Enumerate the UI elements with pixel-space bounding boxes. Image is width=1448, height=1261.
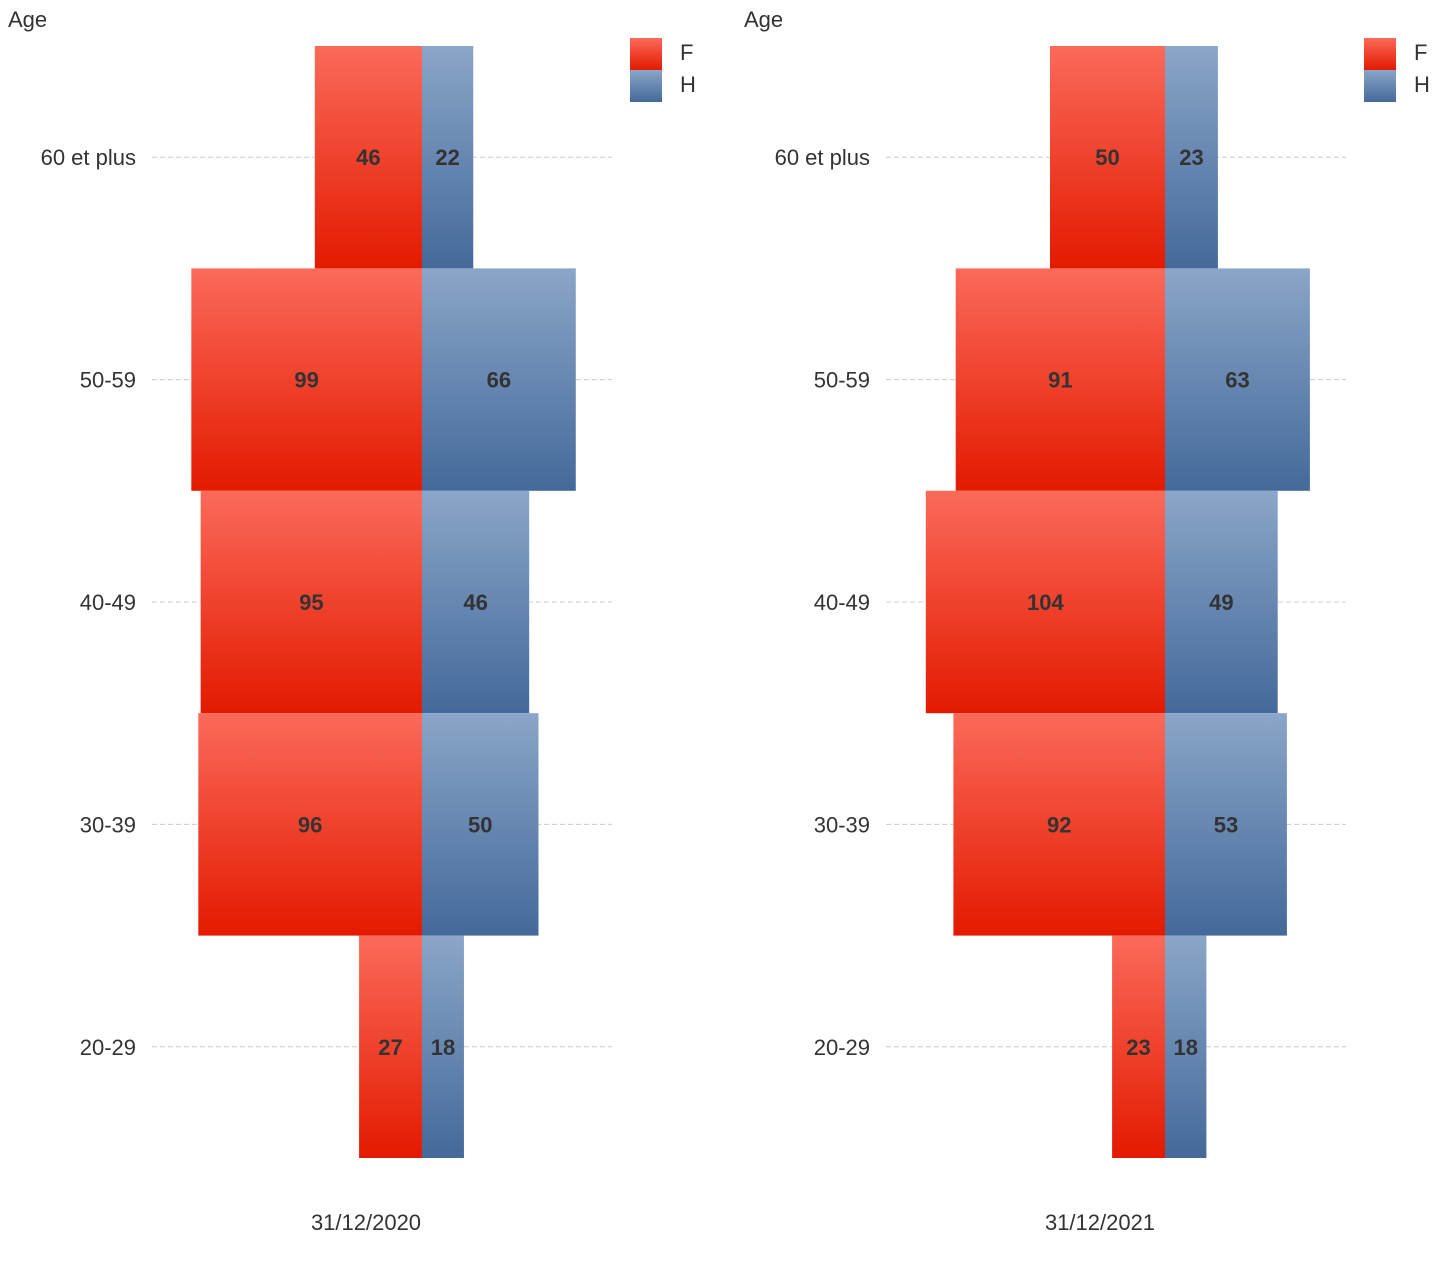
bar-label-f: 91 xyxy=(1048,368,1072,393)
bar-label-f: 50 xyxy=(1095,145,1119,170)
legend-label-h: H xyxy=(1414,72,1430,97)
tick-label: 30-39 xyxy=(814,812,870,837)
tick-label: 40-49 xyxy=(814,590,870,615)
legend-swatch-h xyxy=(1364,70,1396,102)
tick-label: 60 et plus xyxy=(775,145,870,170)
bar-label-f: 104 xyxy=(1027,590,1064,615)
bar-f xyxy=(359,935,422,1158)
pyramid-panel-1: Age 60 et plus 50-59 40-49 30-39 20-29 46 22 99 6… xyxy=(8,7,696,1235)
bar-label-h: 53 xyxy=(1214,812,1238,837)
bar-h xyxy=(1165,46,1218,269)
legend-label-h: H xyxy=(680,72,696,97)
axis-title-age: Age xyxy=(744,7,783,32)
legend-label-f: F xyxy=(680,40,693,65)
bar-label-f: 92 xyxy=(1047,812,1071,837)
tick-label: 40-49 xyxy=(80,590,136,615)
bar-label-h: 46 xyxy=(463,590,487,615)
bar-f xyxy=(200,490,422,714)
date-label: 31/12/2021 xyxy=(1045,1210,1155,1235)
bar-f xyxy=(191,268,422,491)
bar-label-h: 66 xyxy=(487,368,511,393)
bar-h xyxy=(1165,935,1207,1158)
bar-label-h: 49 xyxy=(1209,590,1233,615)
tick-label: 30-39 xyxy=(80,812,136,837)
bar-h xyxy=(1165,490,1278,714)
legend-swatch-h xyxy=(630,70,662,102)
bar-label-f: 95 xyxy=(299,590,323,615)
bar-h xyxy=(422,268,576,491)
bar-label-f: 46 xyxy=(356,145,380,170)
legend-swatch-f xyxy=(1364,38,1396,70)
bar-h xyxy=(422,46,474,269)
bar-f xyxy=(925,490,1165,714)
tick-label: 20-29 xyxy=(814,1035,870,1060)
bar-f xyxy=(953,713,1165,936)
bar-h xyxy=(422,490,530,714)
bar-label-h: 23 xyxy=(1179,145,1203,170)
bar-f xyxy=(198,713,422,936)
tick-label: 50-59 xyxy=(814,368,870,393)
legend-swatch-f xyxy=(630,38,662,70)
bar-h xyxy=(422,713,539,936)
bar-label-h: 18 xyxy=(1173,1035,1197,1060)
axis-title-age: Age xyxy=(8,7,47,32)
tick-label: 50-59 xyxy=(80,368,136,393)
bar-f xyxy=(955,268,1165,491)
legend: FH xyxy=(630,38,696,102)
bar-label-f: 99 xyxy=(294,368,318,393)
bar-label-f: 27 xyxy=(378,1035,402,1060)
bar-h xyxy=(1165,268,1310,491)
bar-f xyxy=(1112,935,1165,1158)
tick-label: 60 et plus xyxy=(41,145,136,170)
legend: FH xyxy=(1364,38,1430,102)
bar-label-f: 23 xyxy=(1126,1035,1150,1060)
pyramid-panel-2: Age 60 et plus 50-59 40-49 30-39 20-29 50 23 91 6… xyxy=(744,7,1430,1235)
bar-h xyxy=(1165,713,1287,936)
date-label: 31/12/2020 xyxy=(311,1210,421,1235)
tick-label: 20-29 xyxy=(80,1035,136,1060)
bar-label-f: 96 xyxy=(298,812,322,837)
legend-label-f: F xyxy=(1414,40,1427,65)
bar-label-h: 50 xyxy=(468,812,492,837)
bar-label-h: 63 xyxy=(1225,368,1249,393)
bar-f xyxy=(314,46,422,269)
bar-h xyxy=(422,935,464,1158)
bar-label-h: 22 xyxy=(435,145,459,170)
bar-label-h: 18 xyxy=(431,1035,455,1060)
bar-f xyxy=(1050,46,1165,269)
